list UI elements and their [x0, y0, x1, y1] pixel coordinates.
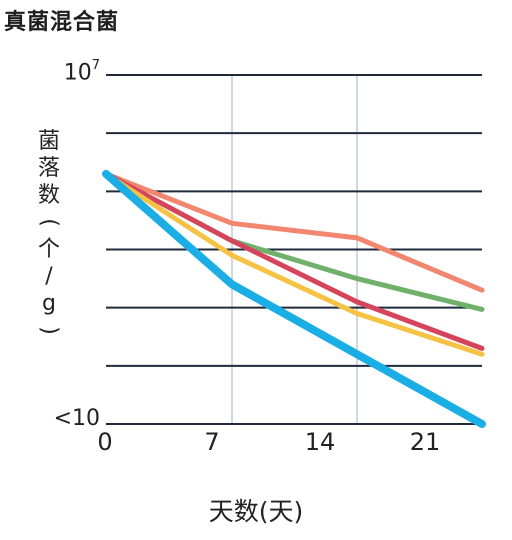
- y-axis-label: 菌 落 数 ( 个 / g ): [34, 128, 64, 344]
- x-tick-label: 21: [409, 428, 441, 456]
- x-tick-label: 14: [304, 428, 336, 456]
- y-tick-top: 107: [63, 58, 100, 86]
- x-axis-label: 天数(天): [208, 497, 304, 526]
- series-line: [103, 171, 485, 293]
- y-axis-label-char: 个: [37, 237, 60, 262]
- y-axis-label-char: /: [45, 264, 53, 289]
- y-axis-label-char: 落: [37, 156, 60, 181]
- y-axis-label-char: 菌: [37, 129, 60, 154]
- series-line: [103, 171, 485, 357]
- series-line: [102, 169, 486, 428]
- series-line: [103, 171, 485, 351]
- x-tick-label: 7: [204, 428, 220, 456]
- chart-title: 真菌混合菌: [4, 10, 120, 35]
- y-axis-label-char: 数: [37, 183, 60, 208]
- x-tick-label: 0: [97, 428, 113, 456]
- y-axis-label-char: g: [42, 291, 56, 316]
- y-tick-bottom: <10: [53, 406, 100, 431]
